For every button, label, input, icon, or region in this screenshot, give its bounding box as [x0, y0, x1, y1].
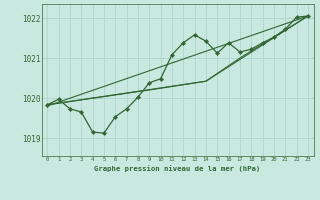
- X-axis label: Graphe pression niveau de la mer (hPa): Graphe pression niveau de la mer (hPa): [94, 165, 261, 172]
